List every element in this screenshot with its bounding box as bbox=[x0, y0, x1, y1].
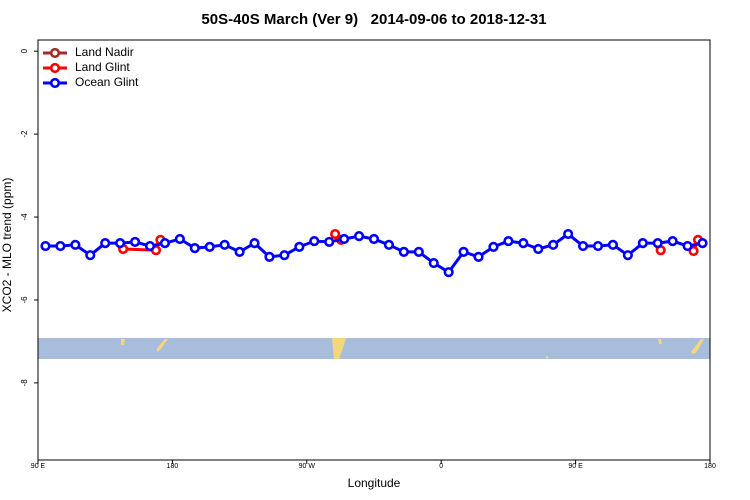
point bbox=[682, 240, 693, 252]
y-tick-label: -2 bbox=[20, 130, 29, 138]
point bbox=[249, 238, 260, 249]
point bbox=[330, 228, 341, 240]
x-tick-label: 180 bbox=[704, 463, 716, 470]
x-axis-label: Longitude bbox=[348, 476, 401, 490]
point bbox=[159, 238, 171, 249]
point bbox=[40, 240, 51, 252]
point bbox=[697, 238, 708, 249]
legend-label: Land Glint bbox=[75, 60, 130, 74]
point bbox=[294, 241, 305, 252]
point bbox=[592, 240, 604, 252]
y-tick-label: -4 bbox=[20, 213, 29, 221]
point bbox=[607, 239, 619, 250]
point bbox=[174, 233, 185, 245]
point bbox=[488, 241, 499, 252]
legend-marker bbox=[49, 47, 61, 59]
legend-marker bbox=[49, 77, 61, 89]
point bbox=[353, 231, 365, 242]
point bbox=[398, 246, 409, 257]
point bbox=[548, 239, 559, 250]
x-tick-label: 90 W bbox=[299, 463, 316, 470]
y-tick-label: 0 bbox=[20, 48, 29, 53]
y-tick-label: -8 bbox=[20, 379, 29, 387]
point bbox=[413, 246, 424, 257]
legend-label: Land Nadir bbox=[75, 45, 134, 59]
point bbox=[339, 233, 350, 245]
point bbox=[100, 238, 111, 249]
point bbox=[577, 240, 589, 252]
point bbox=[688, 245, 699, 257]
y-tick-label: -6 bbox=[20, 296, 29, 304]
map-strip bbox=[38, 338, 710, 359]
point bbox=[428, 257, 439, 269]
point bbox=[368, 233, 380, 245]
point bbox=[458, 246, 469, 257]
point bbox=[264, 251, 275, 262]
point bbox=[219, 239, 230, 250]
point bbox=[85, 250, 96, 261]
point bbox=[204, 241, 215, 252]
point bbox=[309, 235, 320, 247]
plot-frame bbox=[37, 39, 711, 461]
point bbox=[70, 239, 81, 250]
point bbox=[279, 250, 290, 261]
point bbox=[518, 238, 529, 249]
point bbox=[637, 238, 648, 249]
point bbox=[324, 236, 335, 248]
point bbox=[652, 238, 663, 249]
y-axis-label: XCO2 - MLO trend (ppm) bbox=[0, 178, 14, 313]
x-tick-label: 90 E bbox=[31, 463, 46, 470]
point bbox=[115, 238, 126, 249]
point bbox=[473, 251, 484, 262]
point bbox=[189, 243, 200, 254]
point bbox=[443, 267, 454, 278]
point bbox=[622, 250, 633, 261]
x-tick-label: 90 E bbox=[568, 463, 583, 470]
chart-title: 50S-40S March (Ver 9) 2014-09-06 to 2018… bbox=[201, 11, 546, 28]
point bbox=[503, 235, 514, 247]
point bbox=[144, 240, 156, 252]
x-tick-label: 180 bbox=[167, 463, 179, 470]
point bbox=[383, 239, 395, 250]
point bbox=[129, 236, 141, 248]
point bbox=[667, 235, 678, 247]
legend-marker bbox=[49, 62, 61, 74]
legend-label: Ocean Glint bbox=[75, 75, 139, 89]
point bbox=[55, 240, 66, 252]
x-tick-label: 0 bbox=[439, 463, 443, 470]
point bbox=[533, 243, 544, 255]
point bbox=[234, 246, 245, 257]
point bbox=[563, 228, 574, 240]
